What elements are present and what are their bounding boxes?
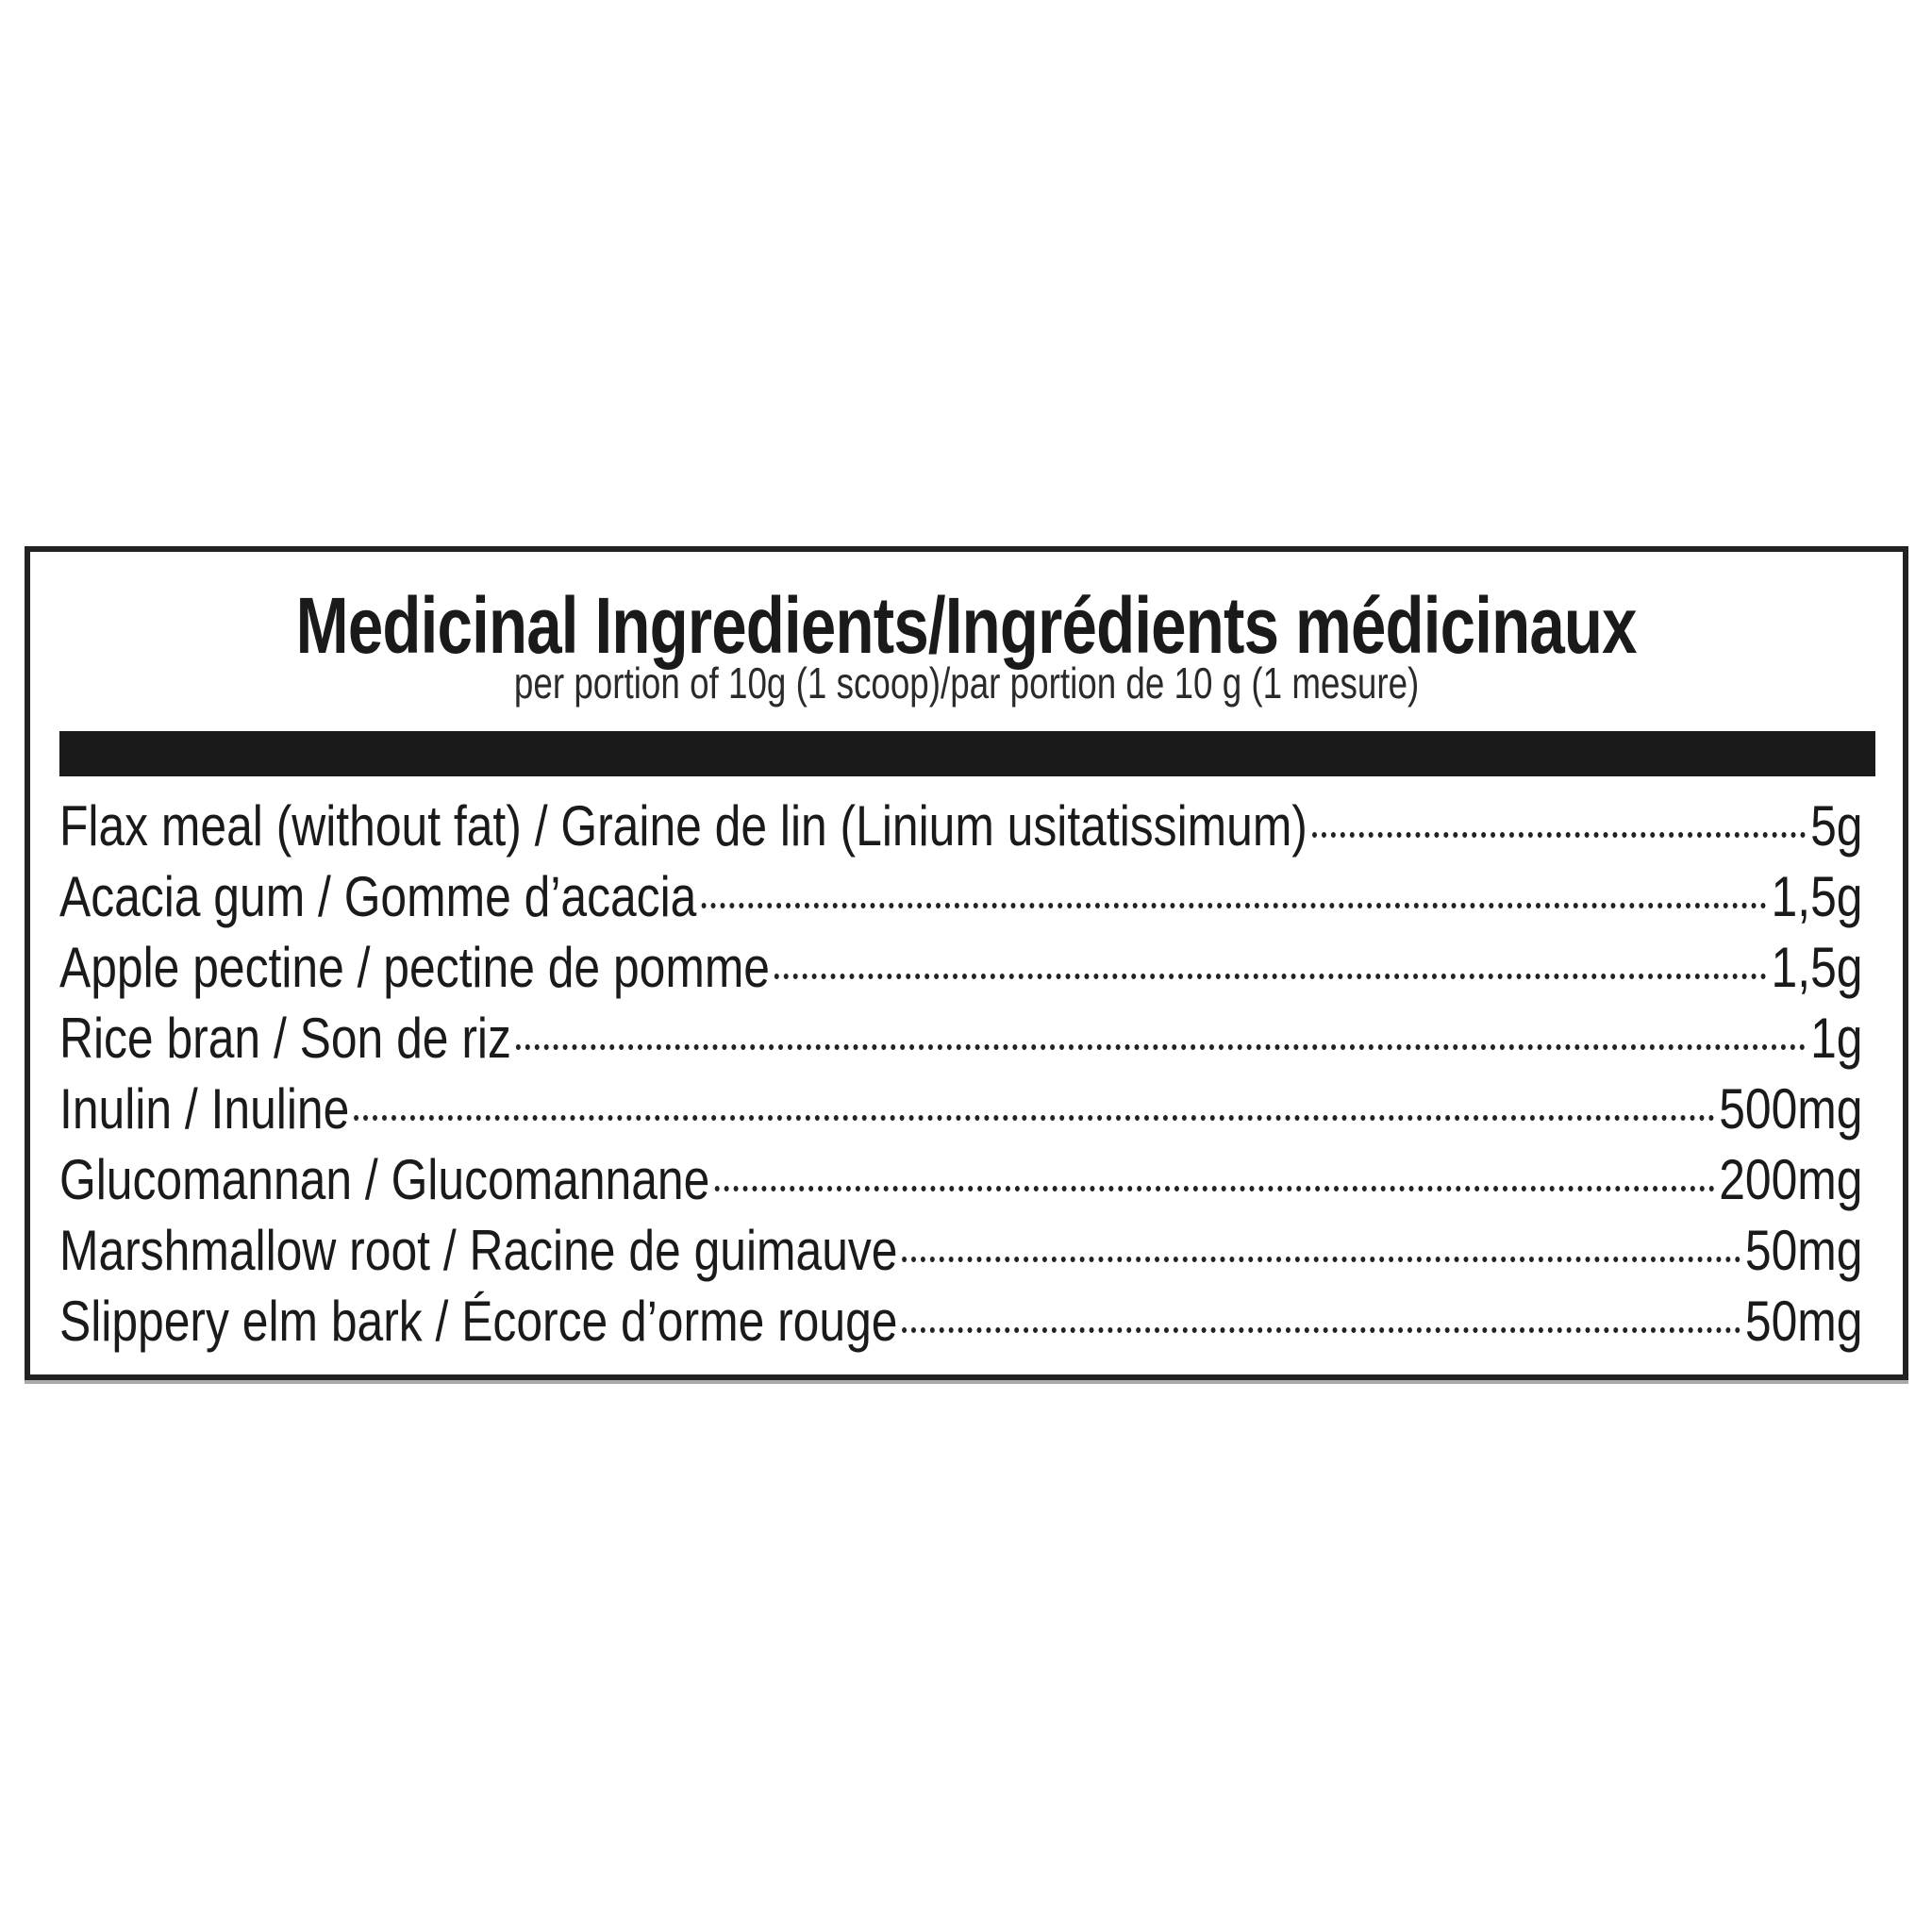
panel-title: Medicinal Ingredients/Ingrédients médici… [295,581,1638,670]
ingredient-row: Inulin / Inuline 500mg [59,1074,1862,1144]
header-bar [59,731,1875,776]
ingredient-amount: 1,5g [1771,936,1863,999]
ingredient-name: Inulin / Inuline [59,1077,350,1141]
ingredient-row: Apple pectine / pectine de pomme 1,5g [59,932,1862,1003]
ingredient-amount: 200mg [1719,1148,1863,1211]
ingredient-amount: 1g [1810,1007,1863,1070]
dot-leader [354,1115,1715,1121]
panel-subtitle: per portion of 10g (1 scoop)/par portion… [513,658,1420,708]
ingredient-name: Acacia gum / Gomme d’acacia [59,865,697,928]
dot-leader [714,1186,1715,1191]
dot-leader [902,1327,1740,1333]
ingredient-row: Acacia gum / Gomme d’acacia 1,5g [59,861,1862,932]
ingredient-name: Glucomannan / Glucomannane [59,1148,710,1211]
dot-leader [774,974,1767,979]
ingredient-row: Glucomannan / Glucomannane 200mg [59,1144,1862,1215]
ingredient-row: Rice bran / Son de riz 1g [59,1003,1862,1074]
ingredient-amount: 500mg [1719,1077,1863,1141]
ingredient-row: Flax meal (without fat) / Graine de lin … [59,791,1862,861]
ingredient-amount: 5g [1810,794,1863,858]
ingredient-name: Flax meal (without fat) / Graine de lin … [59,794,1307,858]
ingredient-name: Apple pectine / pectine de pomme [59,936,771,999]
ingredient-row: Slippery elm bark / Écorce d’orme rouge 5… [59,1286,1862,1357]
ingredient-name: Rice bran / Son de riz [59,1007,511,1070]
ingredient-name: Slippery elm bark / Écorce d’orme rouge [59,1290,898,1353]
dot-leader [902,1257,1740,1262]
ingredients-panel: Medicinal Ingredients/Ingrédients médici… [25,546,1908,1380]
ingredient-amount: 50mg [1744,1219,1863,1282]
ingredient-amount: 50mg [1744,1290,1863,1353]
ingredient-list: Flax meal (without fat) / Graine de lin … [59,791,1862,1357]
dot-leader [701,903,1767,908]
ingredient-name: Marshmallow root / Racine de guimauve [59,1219,898,1282]
dot-leader [1311,832,1807,838]
ingredient-amount: 1,5g [1771,865,1863,928]
ingredient-row: Marshmallow root / Racine de guimauve 50m… [59,1215,1862,1286]
dot-leader [515,1044,1807,1050]
